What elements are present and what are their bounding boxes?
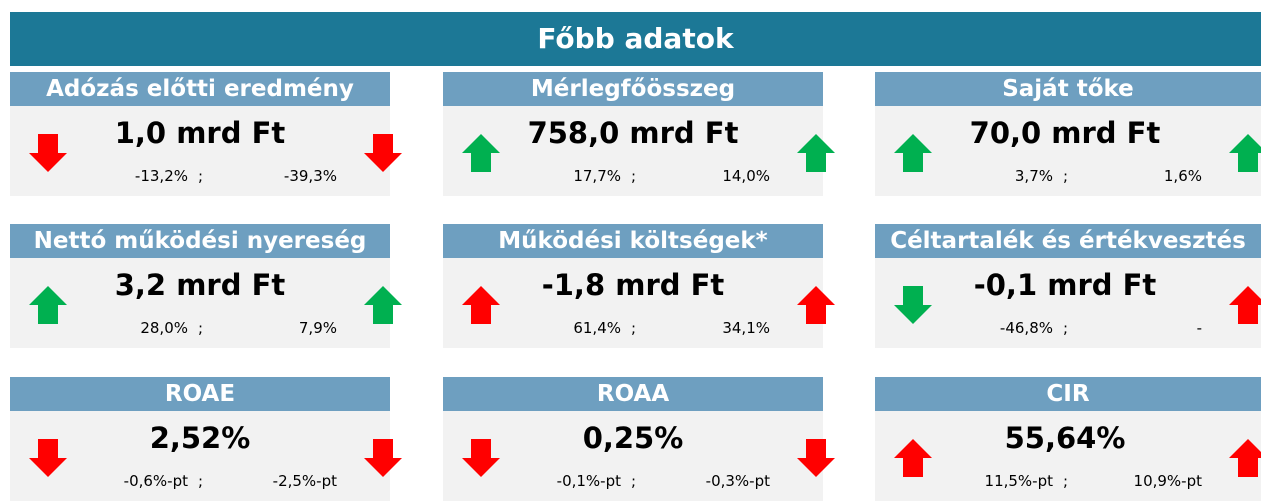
trend-arrow <box>1229 134 1261 172</box>
trend-arrow <box>29 439 67 477</box>
change-2: 1,6% <box>1163 167 1202 185</box>
arrow-shape <box>1229 439 1261 477</box>
separator: ; <box>631 167 637 185</box>
trend-arrow <box>462 439 500 477</box>
arrow-shape <box>364 439 402 477</box>
separator: ; <box>198 319 204 337</box>
trend-arrow <box>797 439 835 477</box>
separator: ; <box>198 472 204 490</box>
trend-arrow <box>462 286 500 324</box>
card-title: ROAE <box>10 377 390 411</box>
trend-arrow <box>462 134 500 172</box>
change-yoy: 17,7% <box>573 167 621 185</box>
arrow-shape <box>1229 286 1261 324</box>
trend-arrow <box>364 439 402 477</box>
trend-arrow <box>894 134 932 172</box>
arrow-shape <box>1229 134 1261 172</box>
card-body: 2,52% -0,6%-pt; -2,5%-pt <box>10 411 402 501</box>
card-value: 0,25% <box>582 421 684 455</box>
change-yoy: -0,6%-pt <box>123 472 188 490</box>
change-2: 10,9%-pt <box>1133 472 1202 490</box>
arrow-shape <box>462 286 500 324</box>
arrow-shape <box>364 286 402 324</box>
separator: ; <box>1063 319 1069 337</box>
arrow-shape <box>894 134 932 172</box>
change-yoy: 28,0% <box>140 319 188 337</box>
arrow-shape <box>797 439 835 477</box>
change-yoy: 61,4% <box>573 319 621 337</box>
trend-arrow <box>1229 286 1261 324</box>
change-yoy: 11,5%-pt <box>984 472 1053 490</box>
trend-arrow <box>29 286 67 324</box>
banner-title: Főbb adatok <box>10 12 1261 66</box>
change-2: -0,3%-pt <box>705 472 770 490</box>
arrow-shape <box>797 134 835 172</box>
card-body: 70,0 mrd Ft 3,7%; 1,6% <box>875 106 1261 196</box>
change-yoy: -0,1%-pt <box>556 472 621 490</box>
trend-arrow <box>797 134 835 172</box>
change-yoy: -46,8% <box>999 319 1053 337</box>
card-body: 55,64% 11,5%-pt; 10,9%-pt <box>875 411 1261 501</box>
separator: ; <box>631 319 637 337</box>
change-2: 7,9% <box>298 319 337 337</box>
separator: ; <box>631 472 637 490</box>
change-2: 14,0% <box>722 167 770 185</box>
trend-arrow <box>894 439 932 477</box>
arrow-shape <box>29 134 67 172</box>
change-2: 34,1% <box>722 319 770 337</box>
trend-arrow <box>1229 439 1261 477</box>
dashboard: Főbb adatok (() => { const data = JSON.p… <box>10 12 1261 501</box>
card-title: Adózás előtti eredmény <box>10 72 390 106</box>
card-value: 758,0 mrd Ft <box>527 116 739 150</box>
card-value: 3,2 mrd Ft <box>114 268 286 302</box>
card-title: Működési költségek* <box>443 224 823 258</box>
arrow-shape <box>894 286 932 324</box>
trend-arrow <box>364 286 402 324</box>
card-value: -0,1 mrd Ft <box>973 268 1157 302</box>
trend-arrow <box>894 286 932 324</box>
card-value: 2,52% <box>149 421 251 455</box>
trend-arrow <box>29 134 67 172</box>
change-yoy: -13,2% <box>134 167 188 185</box>
change-2: -39,3% <box>283 167 337 185</box>
change-2: - <box>1196 319 1202 337</box>
card-title: Saját tőke <box>875 72 1261 106</box>
card-body: 3,2 mrd Ft 28,0%; 7,9% <box>10 258 402 348</box>
trend-arrow <box>364 134 402 172</box>
card-body: -0,1 mrd Ft -46,8%; - <box>875 258 1261 348</box>
card-body: 1,0 mrd Ft -13,2%; -39,3% <box>10 106 402 196</box>
card-title: CIR <box>875 377 1261 411</box>
change-yoy: 3,7% <box>1014 167 1053 185</box>
card-title: Nettó működési nyereség <box>10 224 390 258</box>
arrow-shape <box>462 439 500 477</box>
card-body: -1,8 mrd Ft 61,4%; 34,1% <box>443 258 835 348</box>
card-title: Céltartalék és értékvesztés <box>875 224 1261 258</box>
card-value: 70,0 mrd Ft <box>969 116 1161 150</box>
separator: ; <box>198 167 204 185</box>
arrow-shape <box>29 439 67 477</box>
change-2: -2,5%-pt <box>272 472 337 490</box>
card-value: 55,64% <box>1004 421 1126 455</box>
arrow-shape <box>364 134 402 172</box>
card-value: -1,8 mrd Ft <box>541 268 725 302</box>
separator: ; <box>1063 167 1069 185</box>
card-title: Mérlegfőösszeg <box>443 72 823 106</box>
card-body: 0,25% -0,1%-pt; -0,3%-pt <box>443 411 835 501</box>
card-title: ROAA <box>443 377 823 411</box>
arrow-shape <box>797 286 835 324</box>
trend-arrow <box>797 286 835 324</box>
arrow-shape <box>462 134 500 172</box>
card-value: 1,0 mrd Ft <box>114 116 286 150</box>
arrow-shape <box>894 439 932 477</box>
arrow-shape <box>29 286 67 324</box>
card-body: 758,0 mrd Ft 17,7%; 14,0% <box>443 106 835 196</box>
separator: ; <box>1063 472 1069 490</box>
